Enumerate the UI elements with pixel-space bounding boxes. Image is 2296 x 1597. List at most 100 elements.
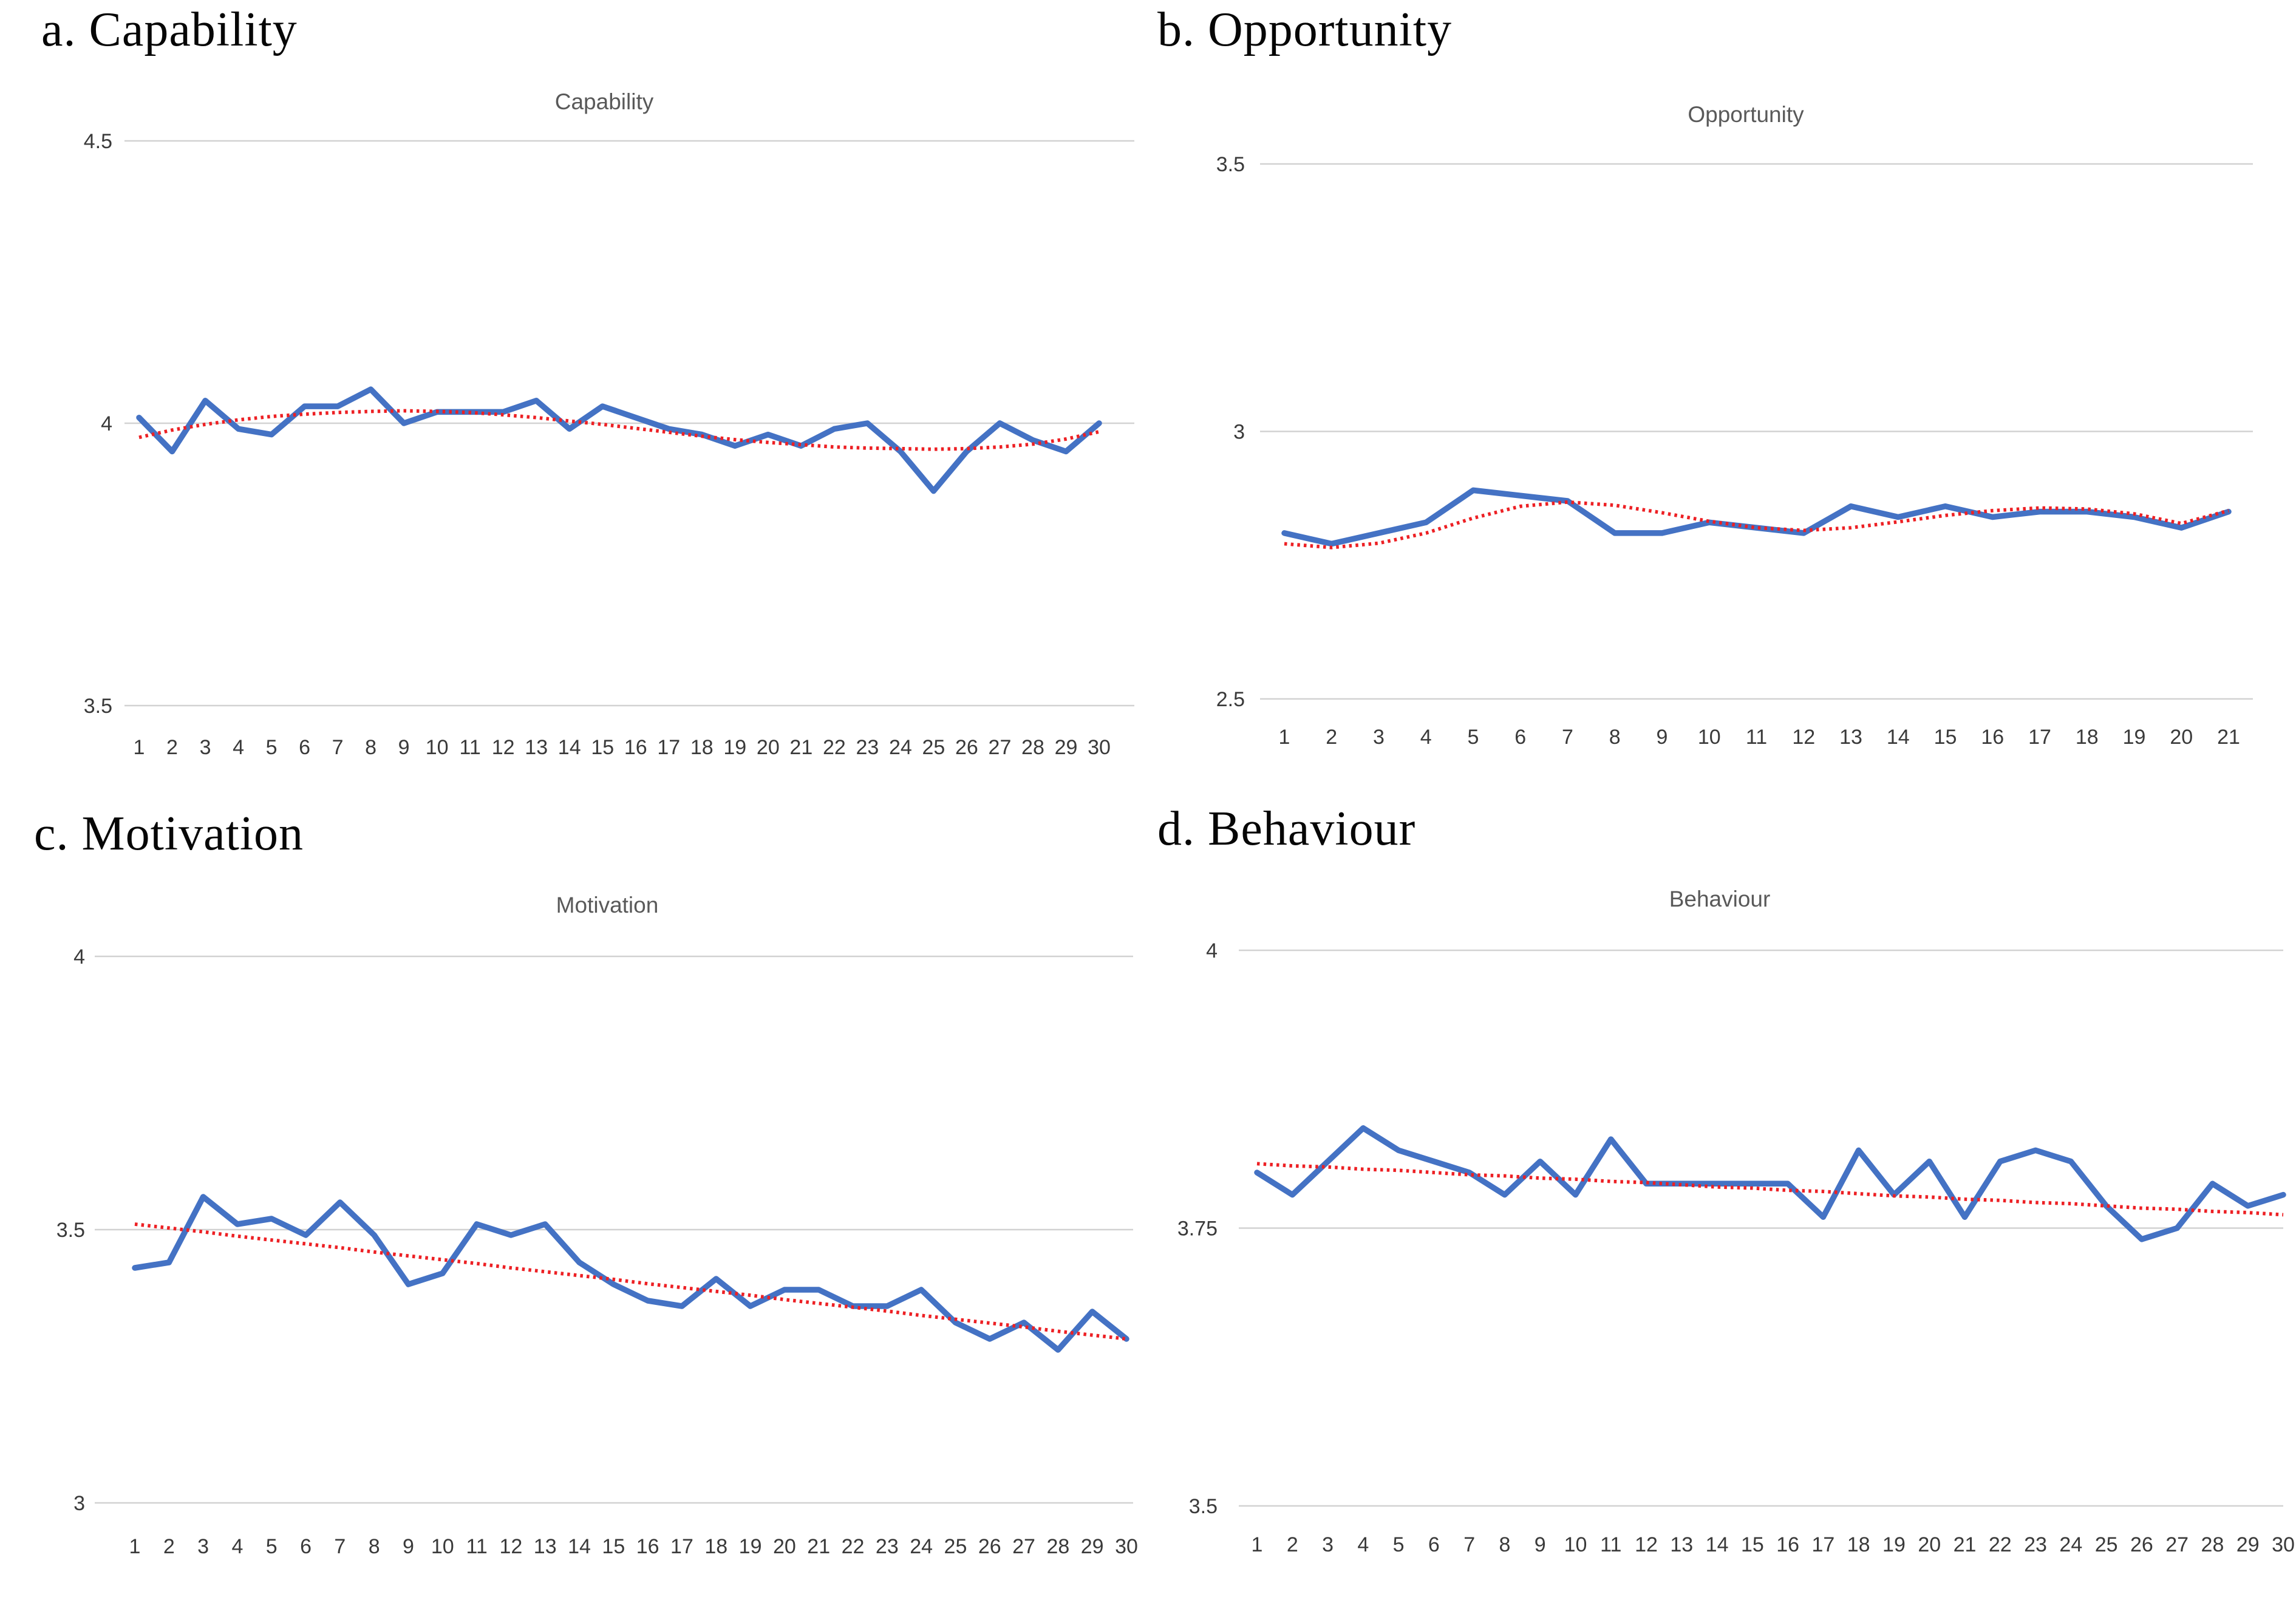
x-tick-label: 8 bbox=[1499, 1533, 1510, 1556]
x-tick-label: 27 bbox=[989, 736, 1012, 759]
x-tick-label: 9 bbox=[1657, 726, 1668, 749]
x-tick-label: 4 bbox=[1357, 1533, 1369, 1556]
chart-title: Behaviour bbox=[1669, 887, 1771, 911]
x-tick-label: 11 bbox=[460, 736, 481, 759]
y-tick-label: 4 bbox=[73, 945, 85, 969]
x-tick-label: 15 bbox=[602, 1535, 625, 1558]
x-tick-label: 7 bbox=[1562, 726, 1573, 749]
x-tick-label: 14 bbox=[1887, 726, 1910, 749]
x-tick-label: 15 bbox=[591, 736, 614, 759]
x-tick-label: 24 bbox=[2059, 1533, 2082, 1556]
series-line-capability bbox=[136, 386, 1102, 494]
panel-heading-opportunity: b. Opportunity bbox=[1157, 3, 1453, 56]
x-tick-label: 18 bbox=[704, 1535, 727, 1558]
x-tick-label: 14 bbox=[568, 1535, 591, 1558]
x-tick-label: 26 bbox=[978, 1535, 1001, 1558]
x-tick-label: 6 bbox=[1514, 726, 1526, 749]
x-tick-label: 5 bbox=[1393, 1533, 1405, 1556]
x-tick-label: 5 bbox=[1468, 726, 1479, 749]
x-tick-label: 3 bbox=[200, 736, 211, 759]
x-tick-label: 1 bbox=[1279, 726, 1290, 749]
x-tick-label: 28 bbox=[1046, 1535, 1069, 1558]
y-tick-label: 3.5 bbox=[84, 695, 112, 718]
x-tick-label: 11 bbox=[466, 1535, 487, 1558]
chart-motivation: 43.531 2 3 4 5 6 7 8 9 10 11 12 13 14 15 16 17 18 19 20 21 22… bbox=[56, 893, 1138, 1558]
x-tick-label: 14 bbox=[1706, 1533, 1729, 1556]
x-tick-label: 16 bbox=[636, 1535, 659, 1558]
x-tick-label: 26 bbox=[2130, 1533, 2153, 1556]
x-tick-label: 12 bbox=[499, 1535, 522, 1558]
x-tick-label: 9 bbox=[1535, 1533, 1546, 1556]
x-tick-label: 30 bbox=[2272, 1533, 2295, 1556]
x-tick-label: 9 bbox=[398, 736, 410, 759]
x-tick-label: 11 bbox=[1746, 726, 1767, 749]
x-tick-label: 30 bbox=[1088, 736, 1111, 759]
x-tick-label: 26 bbox=[955, 736, 978, 759]
x-tick-label: 14 bbox=[558, 736, 581, 759]
series-line-opportunity bbox=[1281, 487, 2232, 547]
x-tick-label: 2 bbox=[163, 1535, 175, 1558]
x-tick-label: 7 bbox=[332, 736, 344, 759]
x-tick-label: 17 bbox=[1811, 1533, 1834, 1556]
x-tick-label: 21 bbox=[2217, 726, 2240, 749]
x-tick-label: 28 bbox=[1021, 736, 1044, 759]
x-tick-label: 3 bbox=[1373, 726, 1385, 749]
x-tick-label: 15 bbox=[1741, 1533, 1764, 1556]
x-tick-label: 11 bbox=[1600, 1533, 1621, 1556]
chart-title: Opportunity bbox=[1688, 102, 1804, 127]
x-tick-label: 7 bbox=[1463, 1533, 1475, 1556]
x-tick-label: 16 bbox=[624, 736, 647, 759]
x-tick-label: 12 bbox=[492, 736, 515, 759]
y-tick-label: 3.5 bbox=[56, 1219, 85, 1242]
y-tick-label: 3.5 bbox=[1216, 153, 1245, 176]
series-line-motivation bbox=[132, 1194, 1129, 1353]
x-tick-label: 19 bbox=[723, 736, 746, 759]
x-tick-label: 21 bbox=[1954, 1533, 1977, 1556]
x-tick-label: 22 bbox=[823, 736, 846, 759]
x-tick-label: 6 bbox=[299, 736, 310, 759]
x-tick-label: 3 bbox=[197, 1535, 209, 1558]
chart-opportunity: 3.532.51 2 3 4 5 6 7 8 9 10 11 12 13 14 15 16 17 18 19 20 21… bbox=[1216, 102, 2253, 749]
x-tick-label: 28 bbox=[2201, 1533, 2224, 1556]
x-tick-label: 1 bbox=[134, 736, 145, 759]
x-tick-label: 18 bbox=[1847, 1533, 1870, 1556]
x-tick-label: 17 bbox=[670, 1535, 693, 1558]
x-tick-label: 25 bbox=[922, 736, 945, 759]
x-tick-label: 19 bbox=[739, 1535, 762, 1558]
x-tick-label: 4 bbox=[231, 1535, 243, 1558]
x-tick-label: 13 bbox=[1839, 726, 1862, 749]
x-tick-label: 2 bbox=[1326, 726, 1337, 749]
x-tick-label: 19 bbox=[2123, 726, 2146, 749]
x-tick-label: 20 bbox=[2170, 726, 2193, 749]
series-line-behaviour bbox=[1254, 1125, 2286, 1242]
x-tick-label: 23 bbox=[2024, 1533, 2047, 1556]
y-tick-label: 3 bbox=[1233, 421, 1245, 444]
x-tick-label: 20 bbox=[773, 1535, 796, 1558]
x-tick-label: 1 bbox=[1252, 1533, 1263, 1556]
x-tick-label: 4 bbox=[233, 736, 244, 759]
x-tick-label: 24 bbox=[889, 736, 912, 759]
trendline-behaviour bbox=[1256, 1162, 2284, 1217]
x-tick-label: 8 bbox=[1609, 726, 1621, 749]
panel-heading-capability: a. Capability bbox=[41, 3, 298, 56]
x-tick-label: 15 bbox=[1934, 726, 1957, 749]
x-tick-label: 2 bbox=[1287, 1533, 1298, 1556]
x-tick-label: 6 bbox=[300, 1535, 312, 1558]
x-tick-label: 25 bbox=[944, 1535, 967, 1558]
chart-capability: 4.543.51 2 3 4 5 6 7 8 9 10 11 12 13 14 15 16 17 18 19 20 21… bbox=[84, 89, 1134, 759]
y-tick-label: 3.75 bbox=[1177, 1217, 1218, 1241]
x-tick-label: 25 bbox=[2095, 1533, 2118, 1556]
y-tick-label: 4.5 bbox=[84, 130, 112, 153]
x-tick-label: 10 bbox=[1564, 1533, 1587, 1556]
x-tick-label: 30 bbox=[1115, 1535, 1138, 1558]
y-tick-label: 2.5 bbox=[1216, 688, 1245, 711]
x-tick-label: 6 bbox=[1428, 1533, 1440, 1556]
x-tick-label: 20 bbox=[1918, 1533, 1941, 1556]
x-tick-label: 7 bbox=[334, 1535, 346, 1558]
x-tick-label: 23 bbox=[876, 1535, 899, 1558]
x-tick-label: 10 bbox=[426, 736, 449, 759]
x-tick-label: 21 bbox=[807, 1535, 830, 1558]
x-tick-label: 10 bbox=[1698, 726, 1721, 749]
